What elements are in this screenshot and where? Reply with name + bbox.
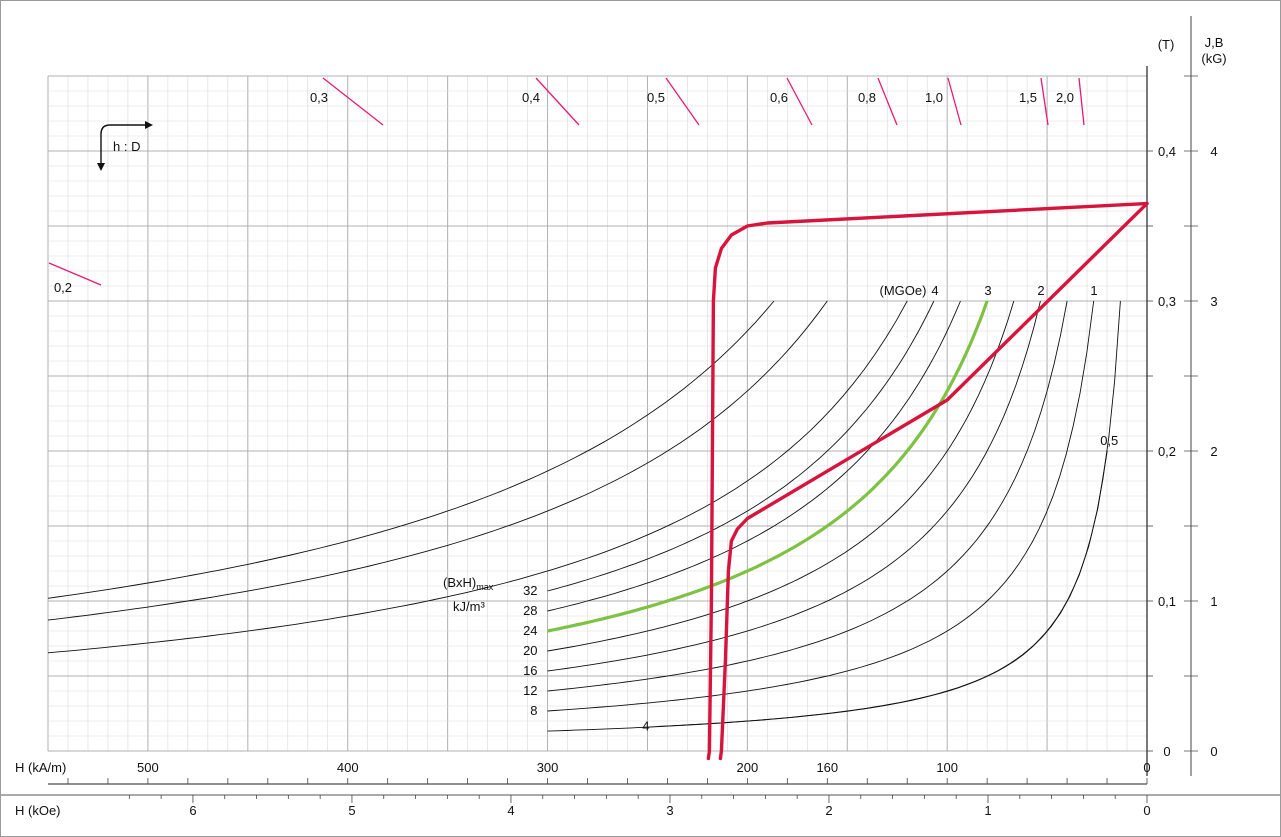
- arrow-right-head-icon: [145, 121, 153, 129]
- permeance-label: 0,3: [310, 90, 328, 105]
- x-tick-label-kAm: 400: [337, 760, 359, 775]
- x-tick-label-kAm: 100: [936, 760, 958, 775]
- y-axis-label-kG: J,B: [1205, 35, 1224, 50]
- y-tick-label-kG: 4: [1210, 144, 1217, 159]
- energy-curve-mgoe: [547, 450, 1108, 732]
- demag-curves: [706, 201, 1149, 761]
- axes: [1, 16, 1280, 803]
- permeance-line: [535, 77, 580, 126]
- permeance-line: [322, 77, 384, 126]
- energy-mgoe-label: 0,5: [1100, 433, 1118, 448]
- x-tick-label-kOe: 0: [1143, 803, 1150, 818]
- energy-curve: [547, 300, 1068, 692]
- y-tick-label-kG: 0: [1210, 744, 1217, 759]
- energy-curve-label: 4: [642, 719, 649, 734]
- x-tick-label-kAm: 200: [737, 760, 759, 775]
- arrow-right-icon: [100, 124, 149, 166]
- y-axis-label-kG-unit: (kG): [1201, 51, 1226, 66]
- permeance-label: 0,6: [770, 90, 788, 105]
- energy-curve-label: 12: [523, 683, 537, 698]
- y-tick-label-kG: 1: [1210, 594, 1217, 609]
- y-tick-label-T: 0,2: [1158, 444, 1176, 459]
- x-axis-label-kOe: H (kOe): [15, 803, 61, 818]
- energy-curve-extra: [47, 300, 828, 621]
- y-tick-label-kG: 2: [1210, 444, 1217, 459]
- energy-curve-label: 20: [523, 643, 537, 658]
- energy-curve: [547, 300, 1041, 672]
- energy-curve-label: 32: [523, 583, 537, 598]
- energy-curve: [547, 300, 1095, 712]
- energy-curve-extra: [47, 300, 908, 654]
- energy-mgoe-label: 3: [984, 283, 991, 298]
- permeance-label: 0,4: [522, 90, 540, 105]
- energy-mgoe-label: 2: [1037, 283, 1044, 298]
- bh-max-label: (BxH)max: [443, 575, 494, 592]
- y-tick-label-T: 0,4: [1158, 144, 1176, 159]
- energy-curve-extra: [47, 300, 775, 599]
- energy-curve: [547, 300, 1015, 652]
- energy-curve-label: 28: [523, 603, 537, 618]
- permeance-label: 1,0: [925, 90, 943, 105]
- permeance-line: [1078, 77, 1085, 126]
- permeance-label: 0,8: [858, 90, 876, 105]
- mgoe-header: (MGOe): [880, 283, 927, 298]
- x-tick-label-kOe: 5: [348, 803, 355, 818]
- permeance-label: 0,5: [647, 90, 665, 105]
- x-tick-label-kAm: 300: [537, 760, 559, 775]
- x-tick-label-kOe: 1: [984, 803, 991, 818]
- grid: [47, 75, 1148, 752]
- permeance-marks: 0,2 0,3 0,4 0,5 0,6 0,8 1,0 1,5 2,0: [48, 77, 1085, 295]
- x-tick-label-kOe: 4: [507, 803, 514, 818]
- energy-curve: [547, 300, 961, 612]
- y-tick-label-T: 0,1: [1158, 594, 1176, 609]
- energy-curve: [547, 300, 989, 633]
- x-tick-label-kOe: 3: [666, 803, 673, 818]
- energy-curve-label: 24: [523, 623, 537, 638]
- energy-mgoe-label: 4: [931, 283, 938, 298]
- orientation-label: h : D: [113, 139, 140, 154]
- energy-curve-label: 8: [530, 703, 537, 718]
- demag-curve-B: [718, 201, 1149, 761]
- x-tick-label-kOe: 6: [189, 803, 196, 818]
- energy-mgoe-label: 1: [1090, 283, 1097, 298]
- y-axis-label-T: (T): [1158, 37, 1175, 52]
- permeance-line: [1040, 77, 1049, 126]
- bh-max-sub: max: [476, 582, 494, 592]
- demag-curve-J: [706, 201, 1149, 761]
- permeance-label: 0,2: [54, 280, 72, 295]
- energy-curve-label: 16: [523, 663, 537, 678]
- x-axis-label-kAm: H (kA/m): [15, 760, 66, 775]
- orientation-icon: h : D: [97, 121, 153, 171]
- y-tick-label-kG: 3: [1210, 294, 1217, 309]
- x-tick-label-kAm: 500: [137, 760, 159, 775]
- permeance-line: [665, 77, 700, 126]
- arrow-down-head-icon: [97, 163, 105, 171]
- y-tick-label-T: 0: [1163, 744, 1170, 759]
- y-tick-label-T: 0,3: [1158, 294, 1176, 309]
- permeance-line: [947, 77, 962, 126]
- permeance-label: 1,5: [1019, 90, 1037, 105]
- permeance-line: [877, 77, 898, 126]
- x-tick-label-kAm: 0: [1143, 760, 1150, 775]
- energy-curve: [547, 300, 935, 592]
- permeance-line: [48, 262, 102, 286]
- permeance-label: 2,0: [1056, 90, 1074, 105]
- x-tick-label-kOe: 2: [825, 803, 832, 818]
- x-tick-label-kAm: 160: [816, 760, 838, 775]
- bh-max-unit: kJ/m³: [453, 599, 485, 614]
- permeance-line: [786, 77, 813, 126]
- chart-labels: H (kA/m) 500 400 300 200 160 100 0H (kOe) 6 5 4 3 2 1…: [15, 35, 1227, 818]
